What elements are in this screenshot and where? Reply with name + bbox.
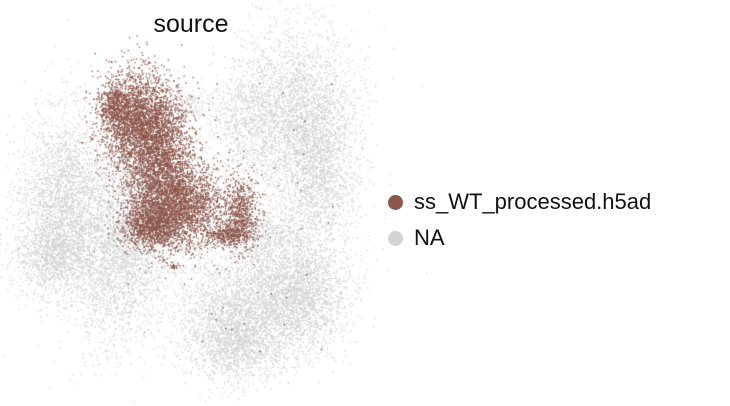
legend-label-na: NA	[414, 225, 445, 250]
legend-entry-na: NA	[388, 220, 651, 256]
legend: ss_WT_processed.h5ad NA	[388, 184, 651, 256]
legend-swatch-na	[388, 230, 403, 246]
legend-swatch-ss-wt	[388, 194, 403, 210]
legend-entry-ss-wt: ss_WT_processed.h5ad	[388, 184, 651, 220]
legend-label-ss-wt: ss_WT_processed.h5ad	[414, 189, 652, 214]
